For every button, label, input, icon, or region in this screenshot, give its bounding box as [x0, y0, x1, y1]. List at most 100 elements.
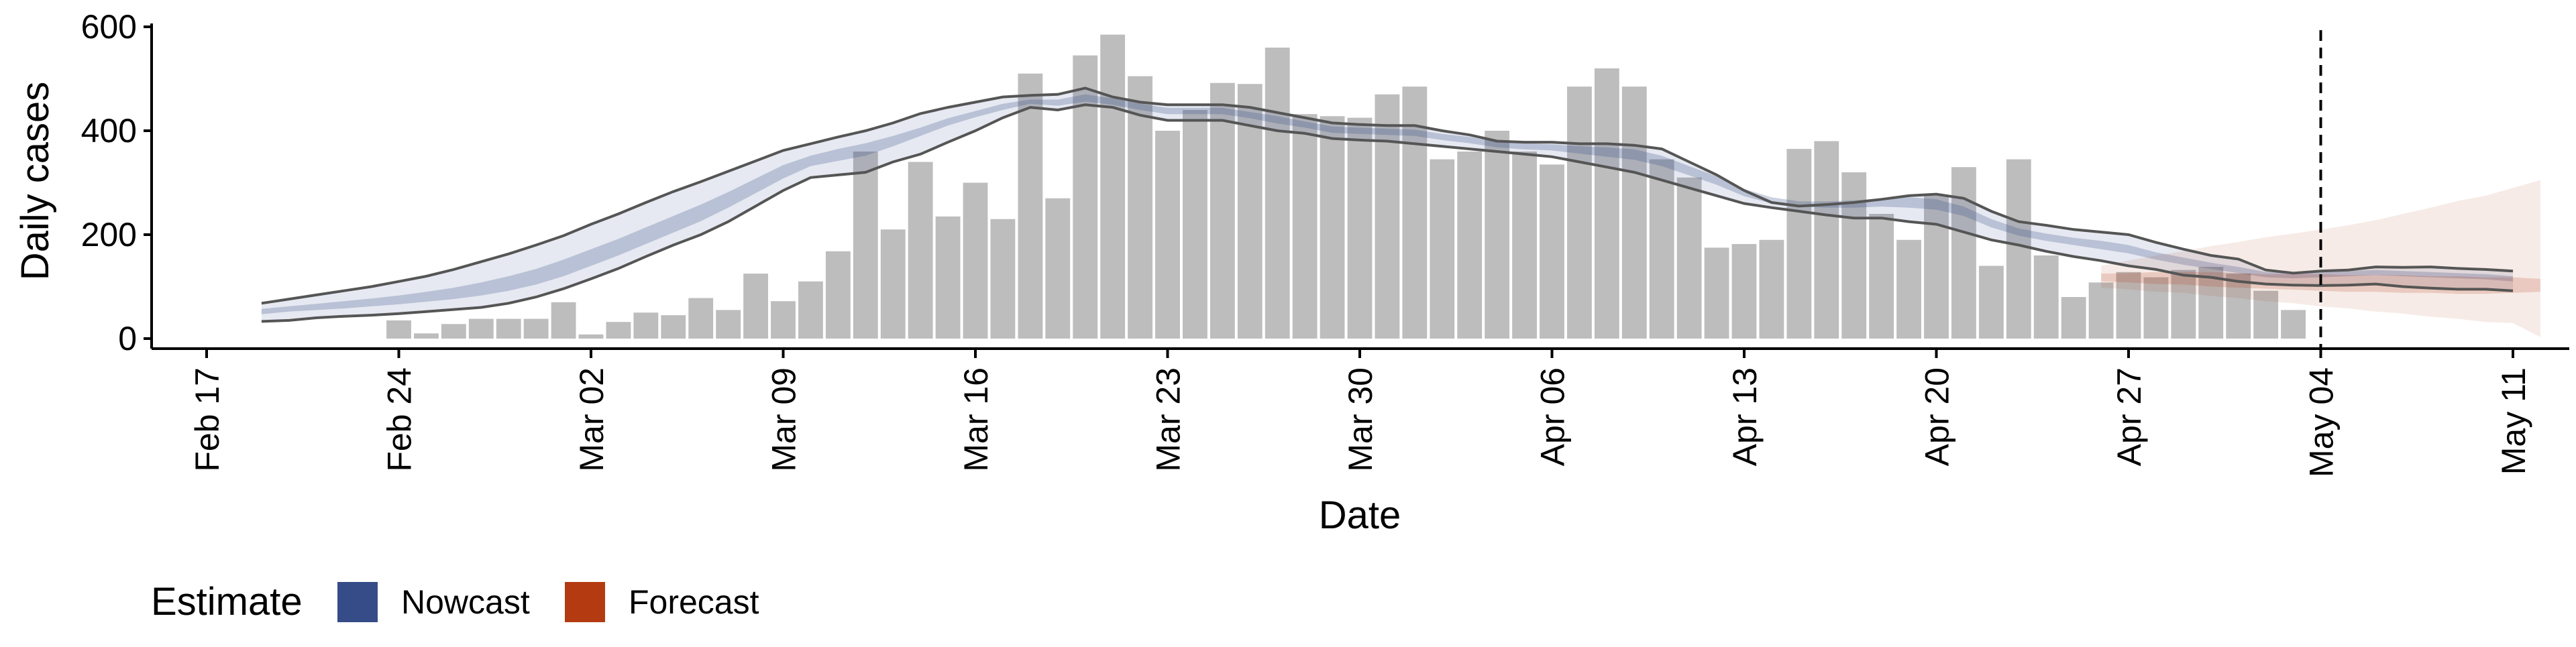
bar — [386, 320, 411, 339]
bar — [551, 302, 576, 339]
bar — [1896, 239, 1921, 339]
bar — [1676, 177, 1702, 339]
bar — [935, 216, 961, 339]
bar — [798, 281, 823, 339]
bar — [990, 219, 1016, 339]
bar — [2171, 270, 2196, 339]
bar — [1430, 159, 1455, 339]
axes-layer: 0 200 400 600 Feb 17 Feb 24 Mar 02 Mar 09 Mar 16… — [81, 8, 2569, 477]
bar — [1292, 114, 1318, 339]
bar — [825, 251, 851, 339]
x-tick-label: Apr 20 — [1919, 367, 1956, 466]
bar — [1951, 167, 1976, 339]
bar — [1375, 94, 1400, 339]
bar — [1045, 198, 1071, 339]
bar — [2116, 272, 2141, 339]
bar — [688, 298, 714, 339]
x-tick-label: Mar 23 — [1150, 367, 1187, 472]
bar — [1869, 214, 1894, 339]
y-tick-label: 600 — [81, 8, 137, 46]
bar — [1457, 152, 1483, 339]
bar — [1512, 152, 1537, 339]
bar — [1402, 86, 1428, 339]
x-tick-label: May 04 — [2303, 367, 2341, 477]
bar — [1265, 48, 1290, 339]
x-tick-label: Apr 27 — [2110, 367, 2148, 466]
bar — [1978, 266, 2004, 339]
bar — [1567, 86, 1592, 339]
y-tick-label: 400 — [81, 112, 137, 150]
y-tick-label: 0 — [118, 320, 137, 357]
bar — [2061, 297, 2086, 339]
legend-title: Estimate — [151, 580, 303, 624]
bar — [716, 310, 741, 339]
bar — [1540, 164, 1564, 339]
bar — [414, 333, 439, 339]
bar — [1814, 141, 1839, 339]
bar — [2281, 310, 2306, 339]
x-tick-label: Mar 30 — [1342, 367, 1379, 472]
bar — [523, 318, 549, 339]
legend-swatch-forecast — [565, 582, 605, 622]
bars-layer — [386, 34, 2306, 339]
legend-swatch-nowcast — [337, 582, 378, 622]
x-axis-title: Date — [1319, 493, 1401, 537]
bar — [771, 301, 796, 339]
x-tick-label: Mar 02 — [573, 367, 610, 472]
bar — [880, 229, 906, 339]
x-tick-label: Feb 17 — [189, 367, 226, 472]
bar — [1786, 149, 1812, 339]
bar — [441, 324, 466, 339]
legend: Estimate Nowcast Forecast — [151, 580, 759, 624]
bar — [661, 315, 686, 339]
nowcast-lower-line — [261, 103, 2514, 323]
bar — [2006, 159, 2031, 339]
bar — [1924, 195, 1949, 339]
bar — [1100, 34, 1126, 339]
nowcast-outer-band — [261, 88, 2514, 322]
bar — [908, 162, 933, 339]
legend-label-forecast: Forecast — [629, 583, 759, 621]
bar — [2088, 282, 2114, 339]
x-tick-label: Mar 16 — [957, 367, 995, 472]
bar — [1485, 131, 1510, 339]
bar — [1210, 82, 1235, 339]
bar — [1649, 159, 1674, 339]
x-tick-label: Feb 24 — [381, 367, 419, 472]
bar — [963, 182, 988, 339]
x-tick-label: May 11 — [2495, 367, 2532, 475]
bar — [1128, 76, 1152, 339]
bar — [1183, 110, 1208, 339]
bar — [1018, 73, 1043, 339]
bar — [1731, 243, 1757, 339]
bar — [2253, 290, 2279, 339]
bar — [1841, 172, 1867, 339]
legend-label-nowcast: Nowcast — [401, 583, 530, 621]
nowcast-upper-line — [261, 86, 2514, 305]
bar — [468, 318, 494, 339]
nowcast-inner-band — [261, 94, 2514, 314]
bar — [743, 274, 768, 339]
x-tick-label: Apr 13 — [1726, 367, 1764, 466]
x-tick-label: Mar 09 — [765, 367, 803, 472]
x-tick-label: Apr 06 — [1534, 367, 1572, 466]
bar — [2033, 255, 2059, 339]
bar — [1155, 131, 1180, 339]
bar — [606, 322, 631, 339]
bar — [1320, 116, 1345, 339]
bar — [853, 152, 878, 339]
bar — [2143, 277, 2169, 339]
lines-layer — [261, 86, 2514, 323]
bar — [2226, 274, 2251, 339]
bar — [1594, 68, 1619, 339]
bar — [1347, 117, 1373, 339]
y-tick-label: 200 — [81, 216, 137, 253]
bar — [496, 318, 521, 339]
bar — [633, 312, 659, 339]
bar — [578, 334, 604, 339]
bar — [1073, 55, 1098, 339]
bar — [1621, 86, 1647, 339]
bar — [1759, 239, 1784, 339]
y-axis-title: Daily cases — [13, 82, 57, 281]
